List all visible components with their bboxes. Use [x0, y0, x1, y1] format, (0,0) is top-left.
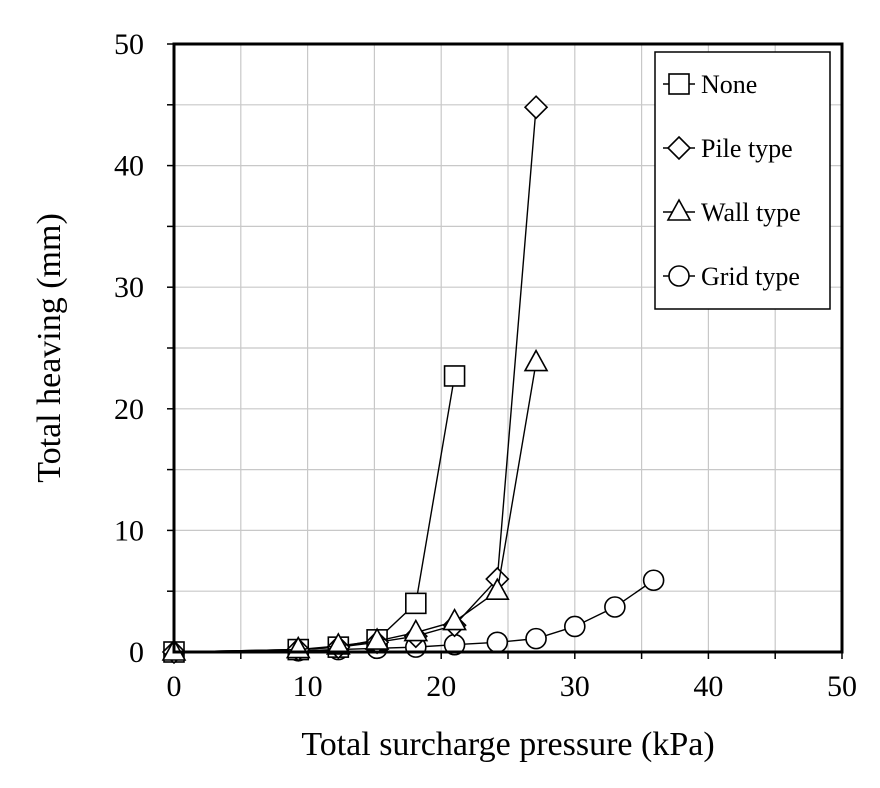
data-point — [523, 348, 549, 372]
data-point — [443, 365, 466, 387]
x-axis-title: Total surcharge pressure (kPa) — [301, 726, 714, 763]
x-tick-label: 0 — [167, 670, 182, 703]
legend-label: Pile type — [701, 134, 793, 163]
tick-labels: 0 10 20 30 40 50 0 10 20 30 40 50 — [114, 28, 857, 703]
legend-label: Wall type — [701, 198, 801, 227]
legend-marker-diamond — [666, 135, 692, 161]
data-point — [523, 95, 549, 120]
data-point — [604, 596, 626, 618]
x-tick-label: 50 — [827, 670, 857, 703]
y-tick-label: 0 — [129, 636, 144, 669]
data-point — [405, 592, 427, 615]
data-point — [563, 615, 586, 638]
x-tick-label: 30 — [560, 670, 590, 703]
y-tick-label: 50 — [114, 28, 144, 61]
x-tick-label: 10 — [293, 670, 323, 703]
legend-label: Grid type — [701, 262, 800, 291]
legend-marker-circle — [668, 265, 690, 287]
y-axis-title: Total heaving (mm) — [31, 213, 68, 483]
legend: None Pile type Wall type Grid type — [654, 51, 831, 310]
x-tick-label: 20 — [426, 670, 456, 703]
x-tick-label: 40 — [693, 670, 723, 703]
y-tick-label: 30 — [114, 271, 144, 304]
data-point — [403, 618, 429, 642]
series-layer — [161, 95, 665, 665]
data-point — [484, 577, 510, 601]
data-point — [642, 569, 665, 592]
data-point — [325, 632, 351, 655]
data-point — [486, 631, 509, 654]
legend-box — [654, 51, 831, 310]
plot-frame — [172, 42, 844, 654]
legend-marker-triangle — [666, 198, 692, 221]
y-tick-label: 20 — [114, 393, 144, 426]
data-point — [525, 627, 547, 650]
data-point — [364, 627, 390, 650]
legend-label: None — [701, 70, 757, 99]
legend-marker-square — [668, 73, 690, 95]
y-tick-label: 10 — [114, 514, 144, 547]
data-point — [442, 607, 467, 631]
y-tick-label: 40 — [114, 150, 144, 183]
